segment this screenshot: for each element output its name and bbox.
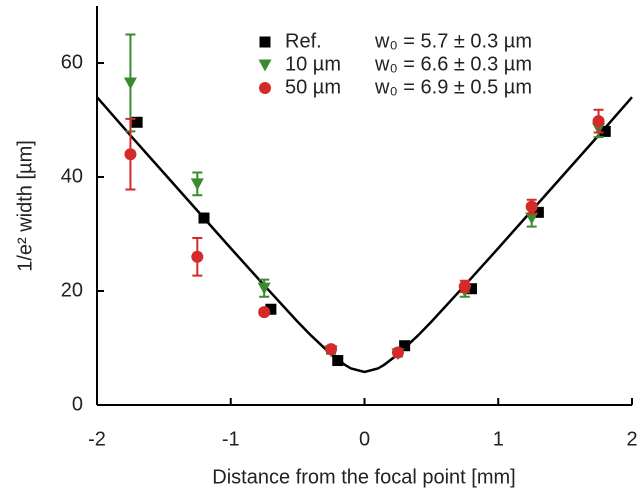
data-point <box>592 115 605 128</box>
x-tick-label: -1 <box>222 428 240 450</box>
data-point <box>332 355 344 367</box>
data-point <box>525 200 538 213</box>
x-axis-label: Distance from the focal point [mm] <box>212 466 515 488</box>
y-axis-label: 1/e² width [µm] <box>14 140 36 272</box>
data-point <box>525 212 539 225</box>
y-tick-label: 20 <box>61 279 83 301</box>
x-tick-label: 1 <box>493 428 504 450</box>
y-tick-label: 40 <box>61 165 83 187</box>
x-tick-label: 0 <box>359 428 370 450</box>
x-tick-label: 2 <box>626 428 637 450</box>
data-point <box>466 283 477 295</box>
x-tick-label: -2 <box>88 428 106 450</box>
data-point <box>399 340 411 352</box>
data-point <box>325 343 338 356</box>
legend-marker <box>259 82 271 94</box>
legend-annotation: w₀ = 6.9 ± 0.5 µm <box>374 76 532 98</box>
data-point <box>124 148 137 161</box>
data-point <box>391 346 404 359</box>
legend-label: Ref. <box>285 30 322 52</box>
data-point <box>191 250 204 263</box>
legend-marker <box>258 59 272 72</box>
legend-marker <box>259 36 271 48</box>
legend-annotation: w₀ = 6.6 ± 0.3 µm <box>374 53 532 75</box>
data-point <box>458 280 471 293</box>
data-point <box>599 125 611 137</box>
legend-label: 10 µm <box>285 53 341 75</box>
data-point <box>131 116 143 128</box>
y-tick-label: 60 <box>61 51 83 73</box>
data-point <box>190 178 204 191</box>
data-point <box>123 77 137 90</box>
legend-annotation: w₀ = 5.7 ± 0.3 µm <box>374 30 532 52</box>
legend-label: 50 µm <box>285 76 341 98</box>
data-point <box>265 303 277 315</box>
y-tick-label: 0 <box>72 393 83 415</box>
data-point <box>198 212 210 224</box>
data-point <box>532 206 544 218</box>
data-point <box>257 282 271 295</box>
data-point <box>258 306 271 319</box>
fit-line <box>96 96 633 374</box>
